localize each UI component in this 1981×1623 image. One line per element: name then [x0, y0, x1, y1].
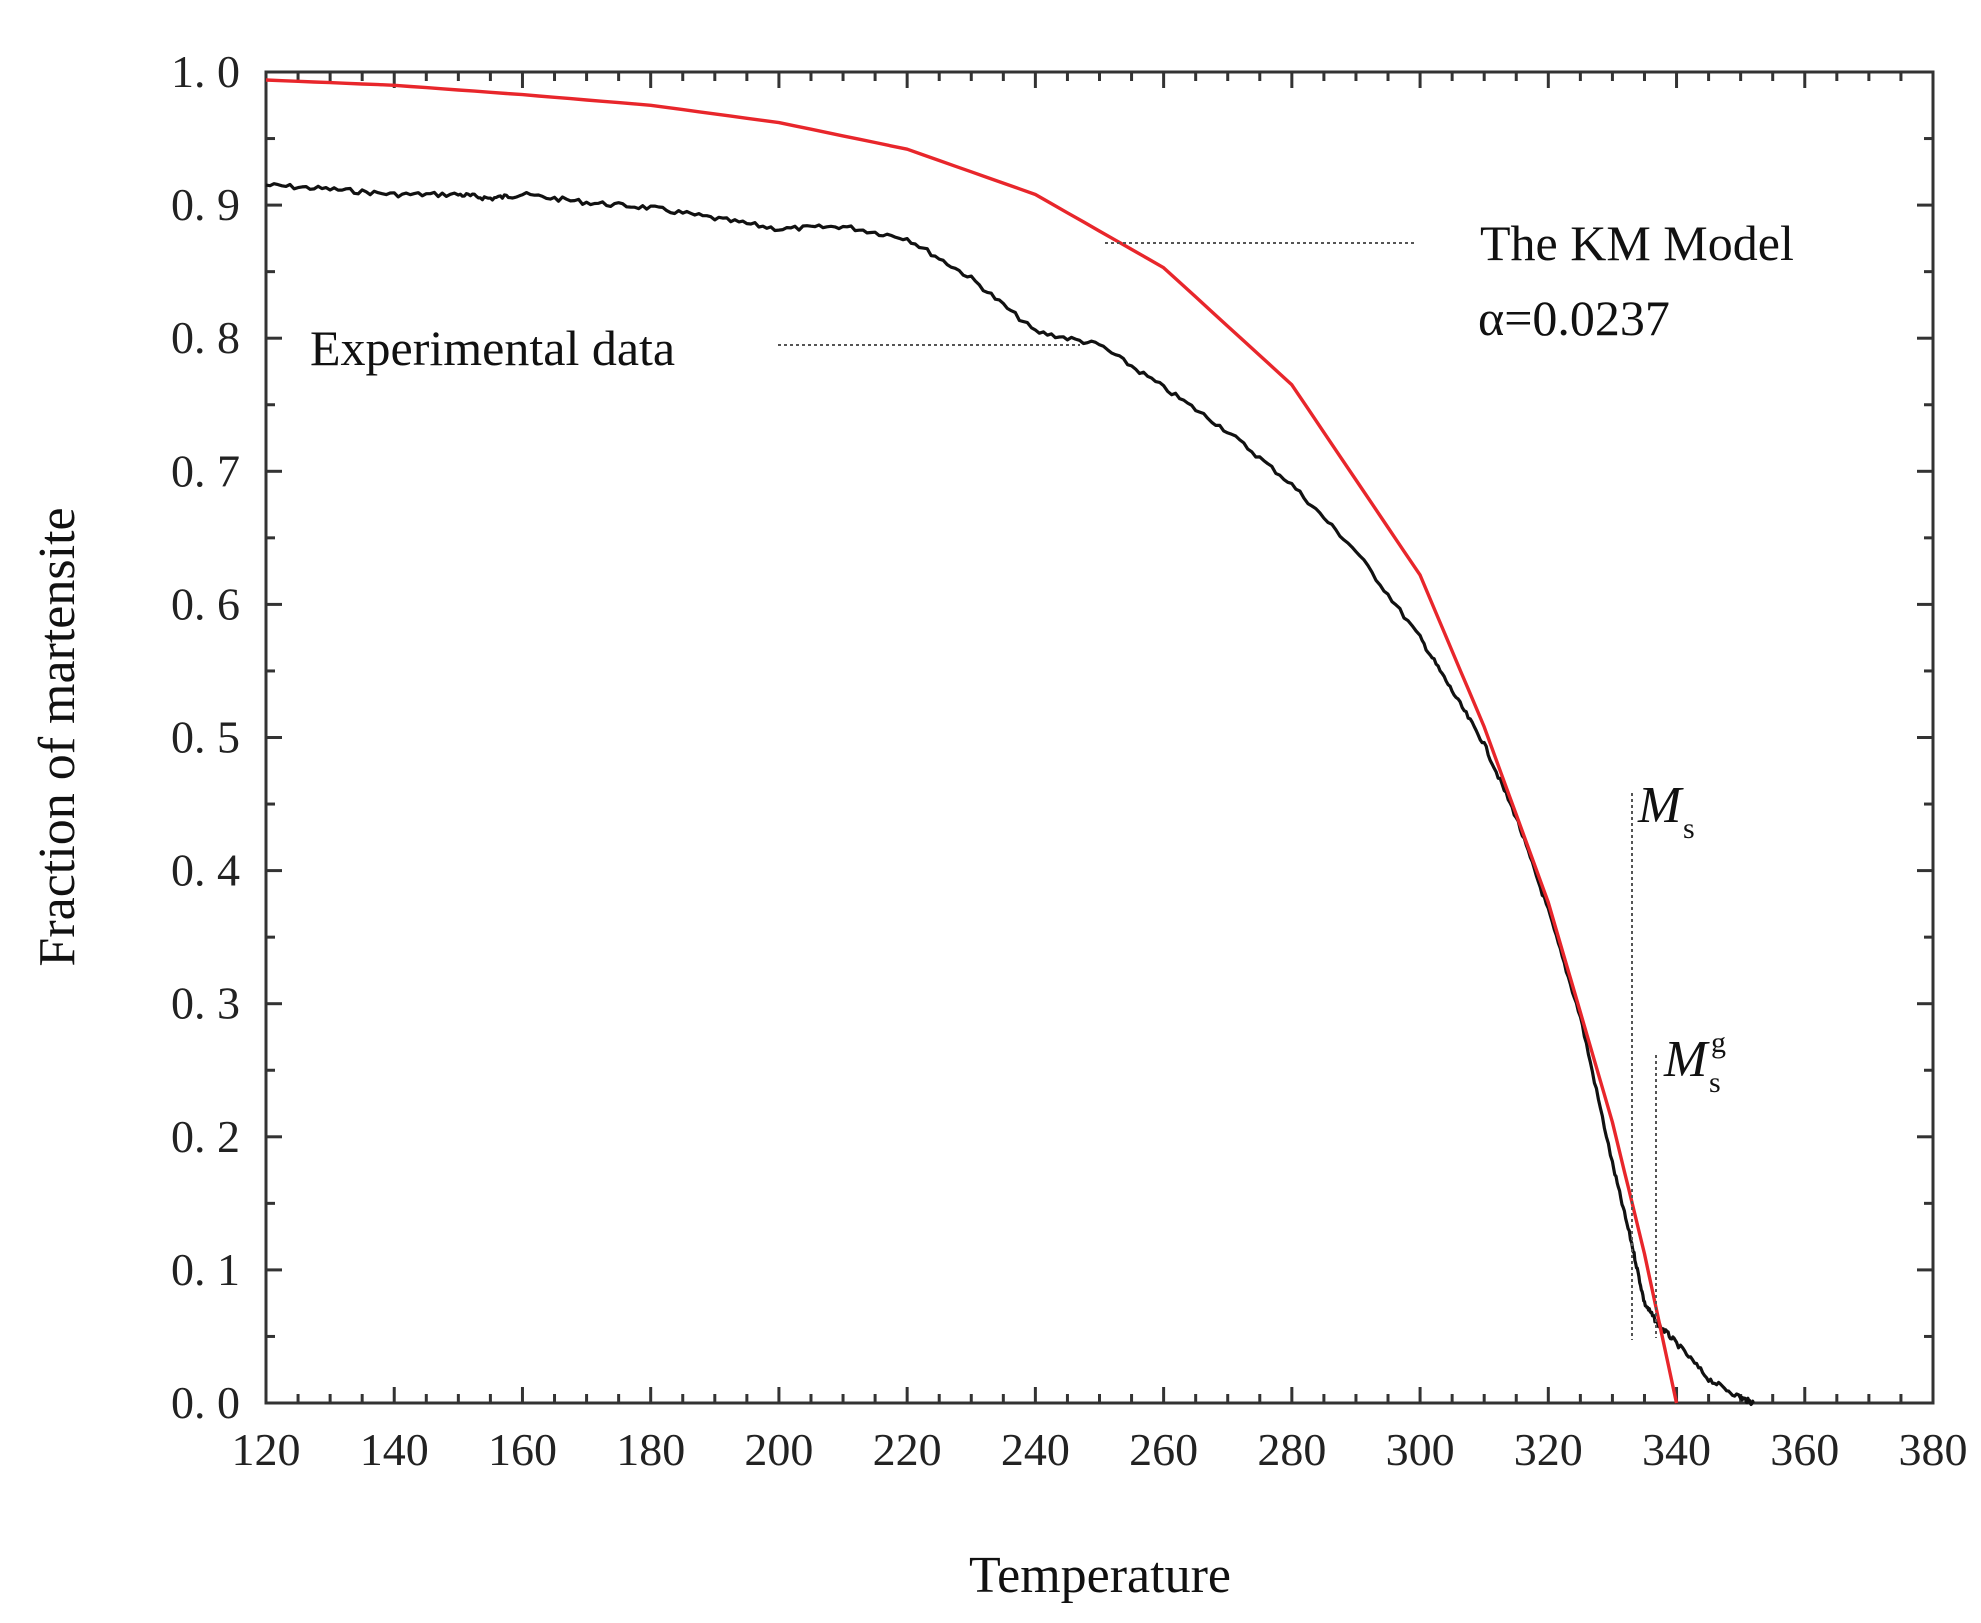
x-tick-label: 220	[873, 1424, 942, 1475]
x-tick-label: 360	[1770, 1424, 1839, 1475]
experimental-data-label: Experimental data	[310, 320, 675, 376]
x-tick-label: 120	[232, 1424, 301, 1475]
x-tick-label: 240	[1001, 1424, 1070, 1475]
axis-ticks	[264, 70, 1935, 1405]
plot-frame	[264, 70, 1935, 1405]
x-tick-label: 140	[360, 1424, 429, 1475]
y-tick-label: 1. 0	[171, 46, 240, 97]
x-tick-label: 280	[1257, 1424, 1326, 1475]
alpha-label: α=0.0237	[1478, 290, 1670, 346]
ms-g-subscript: s	[1709, 1066, 1721, 1099]
y-tick-labels: 0. 0 0. 1 0. 2 0. 3 0. 4 0. 5 0. 6 0. 7 0. 8 0. 9…	[171, 46, 240, 1428]
x-tick-label: 180	[616, 1424, 685, 1475]
ms-main: M	[1637, 777, 1684, 834]
x-tick-label: 200	[744, 1424, 813, 1475]
x-tick-label: 340	[1642, 1424, 1711, 1475]
x-tick-label: 320	[1514, 1424, 1583, 1475]
y-tick-label: 0. 5	[171, 712, 240, 763]
series-line-experimental	[265, 182, 1755, 1406]
ms-subscript: s	[1683, 812, 1695, 845]
ms-g-main: M	[1663, 1031, 1710, 1088]
series-line-km-model	[265, 78, 1679, 1404]
y-tick-label: 0. 8	[171, 312, 240, 363]
y-axis-title: Fraction of martensite	[29, 507, 86, 966]
x-tick-label: 160	[488, 1424, 557, 1475]
ms-g-label: M s g	[1663, 1026, 1726, 1099]
x-tick-label: 380	[1899, 1424, 1968, 1475]
y-tick-label: 0. 7	[171, 445, 240, 496]
ms-g-superscript: g	[1711, 1026, 1726, 1059]
y-tick-label: 0. 0	[171, 1377, 240, 1428]
y-tick-label: 0. 1	[171, 1244, 240, 1295]
y-tick-label: 0. 2	[171, 1111, 240, 1162]
annotation-leaders	[778, 242, 1657, 1340]
x-tick-label: 300	[1386, 1424, 1455, 1475]
y-tick-label: 0. 3	[171, 978, 240, 1029]
x-axis-title: Temperature	[969, 1547, 1231, 1604]
y-tick-label: 0. 9	[171, 179, 240, 230]
ms-label: M s	[1637, 777, 1695, 845]
y-tick-label: 0. 6	[171, 578, 240, 629]
x-tick-label: 260	[1129, 1424, 1198, 1475]
y-tick-label: 0. 4	[171, 845, 240, 896]
km-model-label: The KM Model	[1480, 215, 1794, 271]
x-tick-labels: 120 140 160 180 200 220 240 260 280 300 320 340 360 3…	[232, 1424, 1968, 1475]
